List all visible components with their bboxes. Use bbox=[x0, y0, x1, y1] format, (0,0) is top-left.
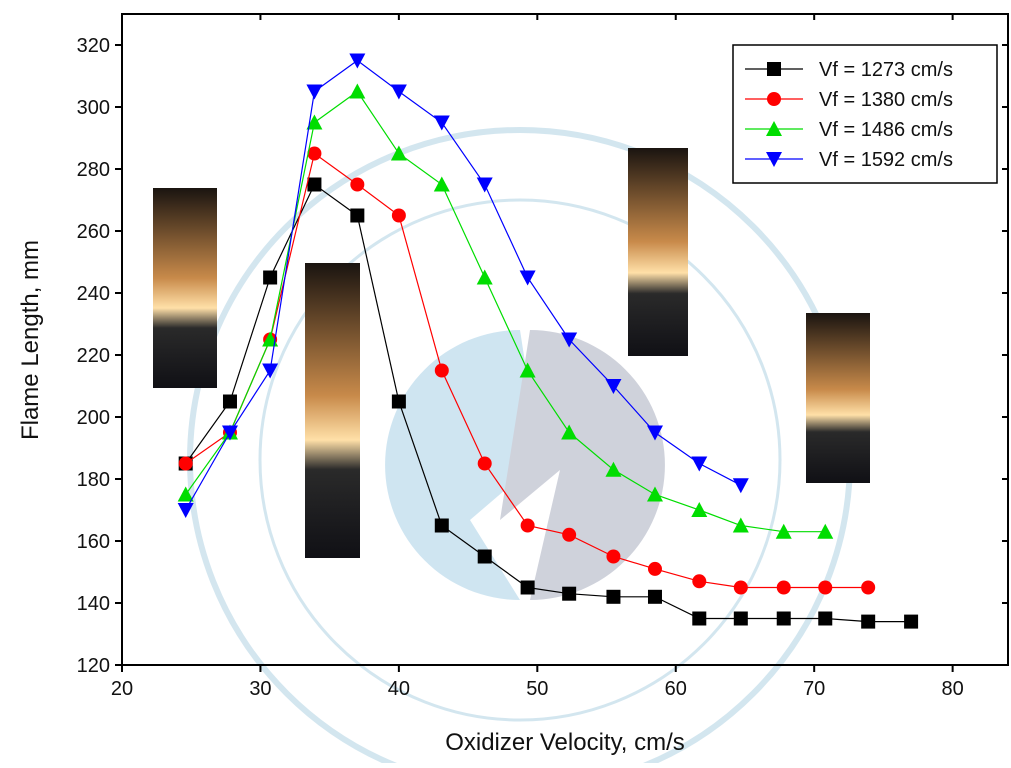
y-tick-label: 140 bbox=[77, 593, 110, 615]
marker bbox=[350, 178, 364, 192]
marker bbox=[350, 209, 364, 223]
chart: Oxidizer Velocity, cm/s Flame Length, mm… bbox=[0, 0, 1011, 763]
y-tick-label: 120 bbox=[77, 655, 110, 677]
marker bbox=[777, 581, 791, 595]
legend-marker bbox=[767, 92, 781, 106]
x-tick-label: 20 bbox=[111, 678, 133, 700]
marker bbox=[477, 178, 493, 193]
marker bbox=[349, 84, 365, 99]
y-tick-label: 240 bbox=[77, 283, 110, 305]
y-tick-label: 180 bbox=[77, 469, 110, 491]
marker bbox=[392, 395, 406, 409]
x-tick-label: 40 bbox=[388, 678, 410, 700]
marker bbox=[734, 581, 748, 595]
marker bbox=[349, 54, 365, 69]
x-tick-label: 30 bbox=[249, 678, 271, 700]
legend-marker bbox=[767, 62, 781, 76]
x-tick-label: 50 bbox=[526, 678, 548, 700]
marker bbox=[861, 581, 875, 595]
marker bbox=[179, 457, 193, 471]
marker bbox=[818, 612, 832, 626]
marker bbox=[606, 550, 620, 564]
x-axis-label: Oxidizer Velocity, cm/s bbox=[445, 729, 685, 756]
marker bbox=[818, 581, 832, 595]
marker bbox=[734, 612, 748, 626]
y-tick-label: 260 bbox=[77, 221, 110, 243]
legend-label: Vf = 1273 cm/s bbox=[819, 59, 953, 81]
legend-label: Vf = 1486 cm/s bbox=[819, 119, 953, 141]
marker bbox=[733, 518, 749, 533]
marker bbox=[223, 395, 237, 409]
y-tick-label: 320 bbox=[77, 35, 110, 57]
legend-label: Vf = 1592 cm/s bbox=[819, 149, 953, 171]
y-axis-label: Flame Length, mm bbox=[17, 240, 44, 440]
marker bbox=[306, 85, 322, 100]
marker bbox=[478, 457, 492, 471]
marker bbox=[562, 587, 576, 601]
y-tick-label: 200 bbox=[77, 407, 110, 429]
marker bbox=[733, 478, 749, 493]
marker bbox=[307, 178, 321, 192]
marker bbox=[904, 615, 918, 629]
x-tick-label: 60 bbox=[665, 678, 687, 700]
marker bbox=[777, 612, 791, 626]
watermark bbox=[190, 130, 850, 763]
marker bbox=[691, 502, 707, 517]
y-tick-label: 220 bbox=[77, 345, 110, 367]
marker bbox=[606, 590, 620, 604]
marker bbox=[648, 590, 662, 604]
marker bbox=[521, 581, 535, 595]
marker bbox=[392, 209, 406, 223]
marker bbox=[263, 271, 277, 285]
marker bbox=[691, 457, 707, 472]
x-tick-label: 80 bbox=[942, 678, 964, 700]
marker bbox=[391, 85, 407, 100]
marker bbox=[434, 177, 450, 192]
marker bbox=[692, 574, 706, 588]
x-tick-label: 70 bbox=[803, 678, 825, 700]
marker bbox=[435, 364, 449, 378]
marker bbox=[692, 612, 706, 626]
y-tick-label: 300 bbox=[77, 97, 110, 119]
marker bbox=[477, 270, 493, 285]
marker bbox=[434, 116, 450, 131]
marker bbox=[562, 528, 576, 542]
marker bbox=[521, 519, 535, 533]
y-tick-label: 280 bbox=[77, 159, 110, 181]
marker bbox=[861, 615, 875, 629]
y-tick-label: 160 bbox=[77, 531, 110, 553]
legend-label: Vf = 1380 cm/s bbox=[819, 89, 953, 111]
marker bbox=[478, 550, 492, 564]
marker bbox=[648, 562, 662, 576]
marker bbox=[520, 271, 536, 286]
marker bbox=[435, 519, 449, 533]
